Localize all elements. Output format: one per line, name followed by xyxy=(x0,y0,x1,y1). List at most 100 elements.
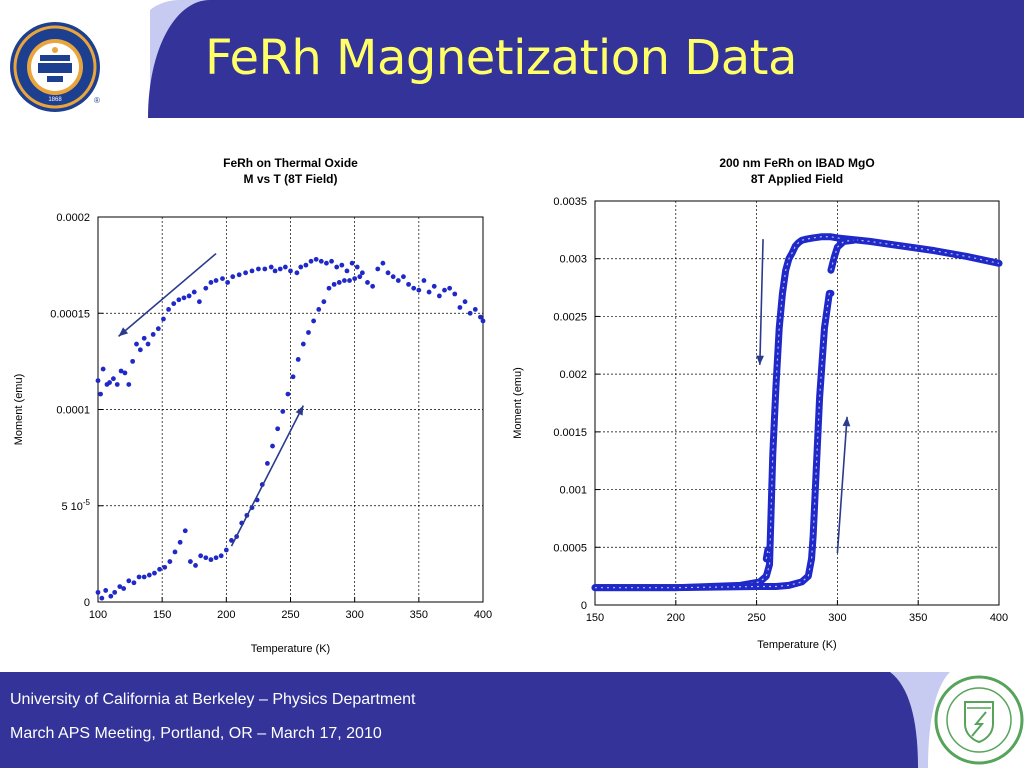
annotation-arrowhead xyxy=(295,405,304,416)
annotation-arrow xyxy=(836,416,848,554)
data-point xyxy=(191,289,197,295)
data-point xyxy=(167,559,173,564)
data-point xyxy=(186,293,192,299)
data-point xyxy=(321,299,327,305)
data-point xyxy=(334,264,340,270)
data-point xyxy=(188,559,193,564)
data-point xyxy=(306,330,311,335)
footer-dark-band xyxy=(0,672,918,768)
data-point xyxy=(285,391,291,397)
chart-title-line: FeRh on Thermal Oxide xyxy=(223,156,358,170)
registered-mark: ® xyxy=(94,96,100,105)
data-point xyxy=(126,578,132,584)
chart-ferh-ibad-mgo: 200 nm FeRh on IBAD MgO 8T Applied Field 1… xyxy=(512,156,1008,651)
y-axis-label: Moment (emu) xyxy=(512,367,524,439)
x-tick-label: 350 xyxy=(909,612,927,624)
data-point xyxy=(196,299,202,305)
footer-affiliation: University of California at Berkeley – P… xyxy=(10,691,416,708)
slide-title: FeRh Magnetization Data xyxy=(205,30,797,86)
chart-title-line: M vs T (8T Field) xyxy=(243,172,337,186)
data-point xyxy=(359,270,365,276)
data-point xyxy=(280,409,286,414)
y-tick-label: 0.0005 xyxy=(553,542,587,554)
data-point xyxy=(103,588,109,593)
data-point xyxy=(447,285,453,291)
data-point xyxy=(182,528,188,534)
data-point xyxy=(401,274,406,280)
data-point xyxy=(134,341,139,347)
data-point xyxy=(112,589,118,595)
series-marker-highlight xyxy=(595,236,1000,589)
data-point xyxy=(295,357,301,362)
data-point xyxy=(98,391,103,397)
y-tick-label: 5 10-5 xyxy=(61,498,90,513)
header-dark-band xyxy=(148,0,1024,118)
data-point xyxy=(300,341,306,347)
data-point xyxy=(203,555,209,561)
data-point xyxy=(225,280,231,285)
data-point xyxy=(230,274,236,280)
series-line xyxy=(827,236,858,274)
data-point xyxy=(172,549,178,555)
data-point xyxy=(313,256,319,262)
annotation-arrow xyxy=(759,239,764,365)
x-tick-label: 150 xyxy=(586,612,604,624)
x-tick-label: 100 xyxy=(89,609,107,621)
y-tick-label: 0.002 xyxy=(559,369,587,381)
x-tick-label: 250 xyxy=(281,609,299,621)
data-point xyxy=(275,426,281,432)
data-point xyxy=(342,278,347,283)
annotation-arrowhead xyxy=(118,327,129,337)
data-point xyxy=(118,368,124,374)
data-point xyxy=(265,461,270,466)
data-point xyxy=(442,287,447,293)
data-point xyxy=(122,370,128,376)
data-point xyxy=(324,260,329,266)
data-point xyxy=(375,266,381,272)
data-point xyxy=(298,264,304,270)
plot-frame xyxy=(97,216,484,603)
series-line xyxy=(762,546,774,563)
data-point xyxy=(277,266,283,272)
data-point xyxy=(166,307,171,312)
footer-meeting: March APS Meeting, Portland, OR – March … xyxy=(10,725,382,742)
data-point xyxy=(203,285,209,291)
data-point xyxy=(145,341,151,347)
data-point xyxy=(229,538,234,543)
y-tick-label: 0.0015 xyxy=(553,427,587,439)
data-point xyxy=(223,547,229,553)
data-point xyxy=(193,563,198,568)
x-tick-label: 350 xyxy=(410,609,428,621)
data-point xyxy=(416,287,422,293)
data-point xyxy=(370,283,376,289)
data-point xyxy=(126,382,132,387)
data-point xyxy=(256,266,261,272)
data-point xyxy=(100,366,106,372)
series-line xyxy=(591,289,835,592)
y-tick-label: 0 xyxy=(84,597,90,609)
data-point xyxy=(208,280,214,285)
data-point xyxy=(480,318,486,324)
series-line xyxy=(591,233,1003,592)
data-point xyxy=(462,299,468,305)
data-point xyxy=(303,262,309,268)
data-point xyxy=(150,332,156,337)
x-tick-label: 400 xyxy=(990,612,1008,624)
data-point xyxy=(478,314,483,320)
data-point xyxy=(108,593,114,599)
data-point xyxy=(349,260,355,266)
uc-berkeley-seal-icon: 1868 xyxy=(10,22,100,112)
annotation-arrow xyxy=(230,405,305,547)
data-point xyxy=(208,557,214,563)
y-axis-label: Moment (emu) xyxy=(13,374,25,446)
data-point xyxy=(357,274,363,280)
data-point xyxy=(249,268,255,274)
data-point xyxy=(114,382,120,387)
data-point xyxy=(426,289,432,295)
annotation-arrowhead xyxy=(842,416,851,427)
y-tick-label: 0.001 xyxy=(559,485,587,497)
data-point xyxy=(385,270,391,276)
data-point xyxy=(390,274,396,280)
data-point xyxy=(395,278,401,283)
data-point xyxy=(171,301,177,307)
